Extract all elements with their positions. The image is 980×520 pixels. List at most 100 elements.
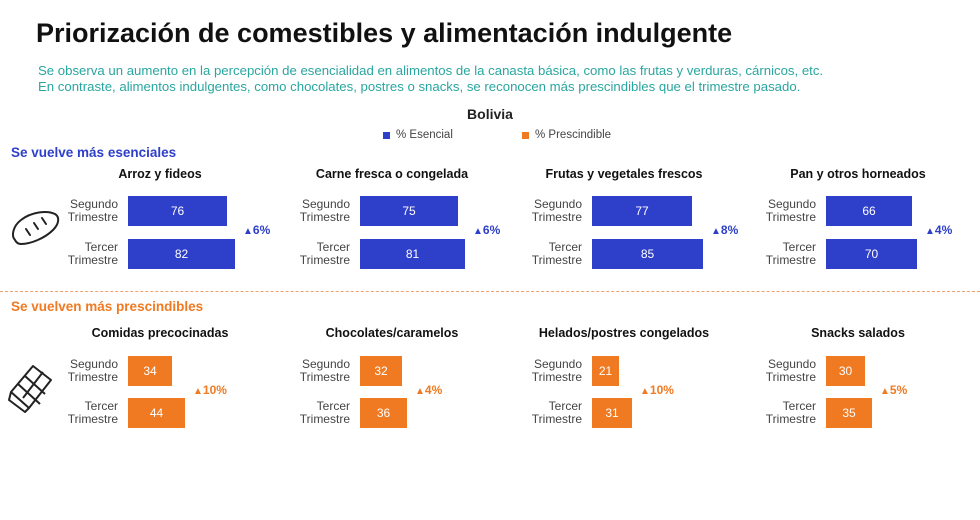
row-label: Segundo Trimestre (512, 198, 582, 224)
bar-value-label: 32 (374, 364, 388, 378)
bar: 66 (826, 196, 912, 226)
row-label: Tercer Trimestre (512, 241, 582, 267)
row-label: Tercer Trimestre (512, 400, 582, 426)
delta-indicator: ▲6% (243, 223, 270, 237)
bar-value-label: 44 (149, 406, 164, 420)
row-label-line: Trimestre (299, 412, 350, 426)
row-label: Segundo Trimestre (48, 198, 118, 224)
row-label-line: Trimestre (531, 412, 582, 426)
bar: 32 (360, 356, 402, 386)
chart-title: Chocolates/caramelos (325, 326, 459, 340)
row-label-line: Trimestre (765, 210, 816, 224)
row-label: Tercer Trimestre (280, 241, 350, 267)
bar-value-label: 70 (864, 247, 879, 261)
delta-value: 4% (424, 383, 443, 397)
up-triangle-icon: ▲ (640, 386, 650, 397)
bar: 77 (592, 196, 692, 226)
bar-value-label: 34 (143, 364, 157, 378)
bar-value-label: 75 (402, 204, 416, 218)
bread-icon (12, 211, 60, 245)
bar: 35 (826, 398, 872, 428)
country-heading: Bolivia (467, 106, 513, 122)
section-label-esenciales: Se vuelve más esenciales (11, 145, 177, 160)
row-label: Segundo Trimestre (48, 358, 118, 384)
row-label-line: Segundo (69, 357, 118, 371)
row-label-line: Trimestre (531, 210, 582, 224)
up-triangle-icon: ▲ (880, 386, 890, 397)
up-triangle-icon: ▲ (711, 226, 721, 237)
row-label-line: Tercer (84, 399, 118, 413)
bar-value-label: 85 (640, 247, 655, 261)
delta-indicator: ▲10% (640, 383, 674, 397)
bar-value-label: 82 (174, 247, 189, 261)
row-label-line: Segundo (767, 197, 816, 211)
row-label-line: Tercer (782, 240, 816, 254)
row-label-line: Tercer (316, 399, 350, 413)
section-divider (0, 291, 980, 292)
bar-value-label: 31 (605, 406, 619, 420)
up-triangle-icon: ▲ (415, 386, 425, 397)
delta-value: 5% (889, 383, 908, 397)
up-triangle-icon: ▲ (925, 226, 935, 237)
subtitle-line: En contraste, alimentos indulgentes, com… (38, 79, 801, 94)
row-label-line: Trimestre (765, 412, 816, 426)
row-label-line: Trimestre (765, 253, 816, 267)
row-label-line: Segundo (301, 197, 350, 211)
chart-title: Comidas precocinadas (91, 326, 229, 340)
row-label-line: Trimestre (299, 370, 350, 384)
row-label-line: Trimestre (299, 210, 350, 224)
chart-title: Pan y otros horneados (790, 167, 926, 181)
delta-indicator: ▲4% (415, 383, 442, 397)
legend-swatch-prescindible (522, 131, 529, 139)
bar-value-label: 30 (838, 364, 853, 378)
bar: 85 (592, 239, 703, 269)
row-label-line: Segundo (533, 197, 582, 211)
bar: 75 (360, 196, 458, 226)
row-label-line: Tercer (548, 399, 582, 413)
up-triangle-icon: ▲ (473, 226, 483, 237)
bar: 21 (592, 356, 619, 386)
legend-item-esencial: % Esencial (383, 129, 453, 141)
chart-title: Carne fresca o congelada (315, 167, 469, 181)
up-triangle-icon: ▲ (243, 226, 253, 237)
row-label-line: Trimestre (67, 370, 118, 384)
up-triangle-icon: ▲ (193, 386, 203, 397)
row-label-line: Segundo (533, 357, 582, 371)
delta-indicator: ▲10% (193, 383, 227, 397)
section-label-prescindibles: Se vuelven más prescindibles (11, 299, 204, 314)
bar: 31 (592, 398, 632, 428)
page-subtitle: Se observa un aumento en la percepción d… (38, 63, 823, 95)
row-label-line: Tercer (84, 240, 118, 254)
delta-value: 10% (649, 383, 674, 397)
bar: 34 (128, 356, 172, 386)
row-label: Segundo Trimestre (512, 358, 582, 384)
delta-value: 8% (720, 223, 739, 237)
chart-title: Snacks salados (811, 326, 905, 340)
row-label: Segundo Trimestre (280, 198, 350, 224)
row-label: Tercer Trimestre (746, 241, 816, 267)
chocolate-bar-icon (8, 365, 52, 413)
row-label-line: Trimestre (67, 253, 118, 267)
row-label: Tercer Trimestre (280, 400, 350, 426)
bar-value-label: 36 (376, 406, 391, 420)
chart-title: Frutas y vegetales frescos (545, 167, 703, 181)
row-label-line: Segundo (301, 357, 350, 371)
delta-indicator: ▲8% (711, 223, 738, 237)
row-label-line: Tercer (782, 399, 816, 413)
row-label-line: Tercer (548, 240, 582, 254)
page-title: Priorización de comestibles y alimentaci… (36, 18, 733, 48)
bar-value-label: 76 (170, 204, 185, 218)
legend-label-prescindible: % Prescindible (535, 129, 612, 141)
bar-value-label: 66 (862, 204, 876, 218)
row-label-line: Trimestre (299, 253, 350, 267)
row-label-line: Trimestre (67, 210, 118, 224)
bar: 30 (826, 356, 865, 386)
row-label-line: Segundo (69, 197, 118, 211)
chart-title: Arroz y fideos (118, 167, 202, 181)
row-label: Tercer Trimestre (48, 400, 118, 426)
bar: 36 (360, 398, 407, 428)
row-label-line: Trimestre (67, 412, 118, 426)
delta-value: 4% (934, 223, 953, 237)
delta-indicator: ▲4% (925, 223, 952, 237)
bar-value-label: 81 (405, 247, 420, 261)
